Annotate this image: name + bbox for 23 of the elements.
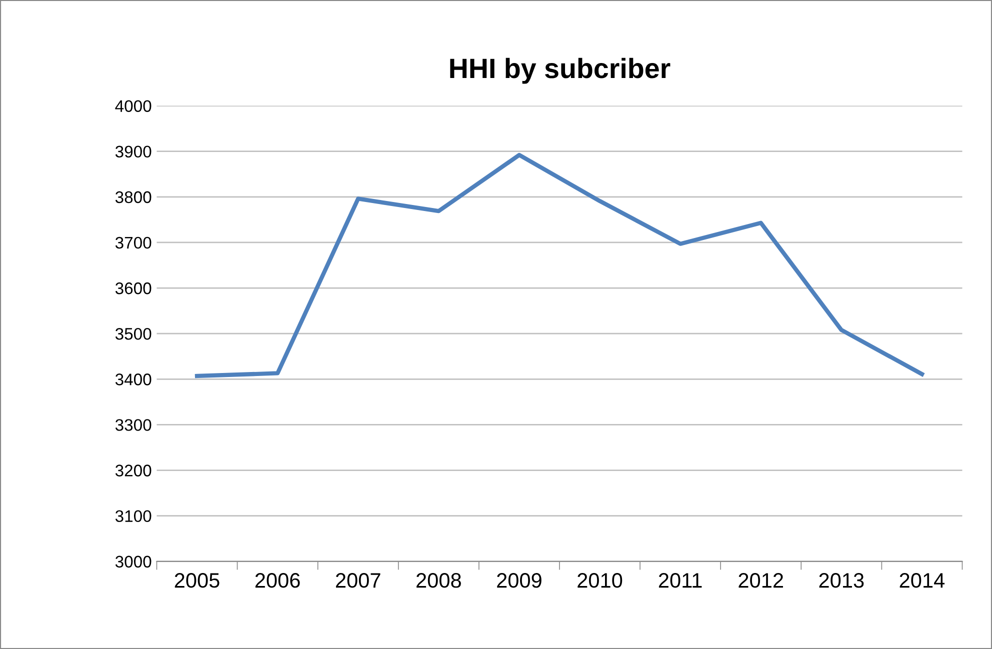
x-tick-label: 2008 <box>416 573 461 588</box>
y-tick-label: 4000 <box>115 100 152 112</box>
y-tick-label: 3400 <box>115 374 152 386</box>
y-tick-label: 3100 <box>115 510 152 522</box>
chart-title: HHI by subcriber <box>450 58 670 84</box>
x-tick-label: 2013 <box>819 573 864 588</box>
x-tick-label: 2006 <box>255 573 300 588</box>
y-tick-label: 3800 <box>115 191 152 204</box>
x-tick-label: 2011 <box>658 573 702 588</box>
y-tick-label: 3000 <box>115 556 152 568</box>
x-tick-label: 2014 <box>900 573 945 588</box>
y-tick-label: 3900 <box>115 146 152 158</box>
y-tick-label: 3300 <box>115 419 152 431</box>
x-tick-label: 2005 <box>174 573 220 588</box>
y-tick-label: 3200 <box>115 464 152 476</box>
x-tick-label: 2012 <box>738 573 783 588</box>
y-tick-label: 3500 <box>115 328 152 340</box>
y-tick-label: 3600 <box>115 282 152 294</box>
x-tick-label: 2007 <box>336 573 380 588</box>
line-series <box>194 152 924 378</box>
x-tick-label: 2010 <box>578 573 622 588</box>
y-tick-label: 3700 <box>115 236 152 249</box>
x-tick-label: 2009 <box>497 573 542 588</box>
